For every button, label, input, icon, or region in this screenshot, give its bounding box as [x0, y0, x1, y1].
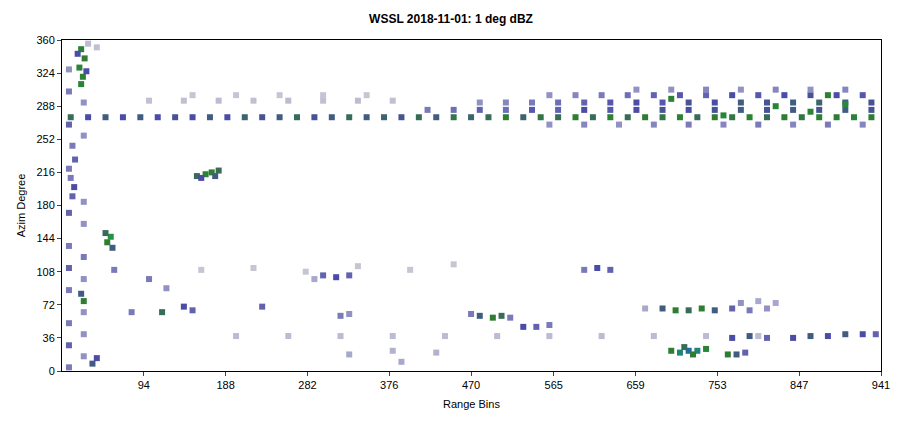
svg-text:288: 288 — [36, 100, 54, 112]
svg-text:0: 0 — [49, 365, 55, 377]
svg-text:188: 188 — [216, 379, 234, 391]
svg-text:376: 376 — [380, 379, 398, 391]
svg-text:941: 941 — [872, 379, 890, 391]
svg-text:Azim Degree: Azim Degree — [15, 174, 27, 238]
svg-text:470: 470 — [462, 379, 480, 391]
svg-text:108: 108 — [36, 266, 54, 278]
svg-text:252: 252 — [36, 133, 54, 145]
svg-text:Range Bins: Range Bins — [443, 398, 500, 410]
svg-text:753: 753 — [708, 379, 726, 391]
svg-text:847: 847 — [790, 379, 808, 391]
svg-text:282: 282 — [298, 379, 316, 391]
svg-text:36: 36 — [43, 332, 55, 344]
svg-text:659: 659 — [626, 379, 644, 391]
svg-text:324: 324 — [36, 67, 54, 79]
svg-text:216: 216 — [36, 166, 54, 178]
svg-text:565: 565 — [545, 379, 563, 391]
svg-text:180: 180 — [36, 199, 54, 211]
svg-text:360: 360 — [36, 34, 54, 46]
svg-text:94: 94 — [138, 379, 150, 391]
svg-text:72: 72 — [43, 299, 55, 311]
svg-text:WSSL 2018-11-01: 1 deg dBZ: WSSL 2018-11-01: 1 deg dBZ — [369, 12, 533, 26]
svg-text:144: 144 — [36, 232, 54, 244]
